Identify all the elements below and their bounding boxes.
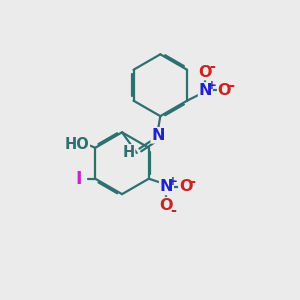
Text: +: + [168,175,178,188]
Text: -: - [209,59,215,74]
Text: N: N [160,179,173,194]
Text: N: N [199,83,212,98]
Text: O: O [160,198,173,213]
Text: N: N [151,128,165,143]
Text: -: - [189,174,195,189]
Text: O: O [179,179,192,194]
Text: O: O [218,83,231,98]
Text: O: O [199,64,212,80]
Text: HO: HO [64,137,89,152]
Text: -: - [228,78,234,93]
Text: I: I [76,170,82,188]
Text: H: H [122,145,135,160]
Text: +: + [207,79,217,92]
Text: -: - [170,203,176,218]
